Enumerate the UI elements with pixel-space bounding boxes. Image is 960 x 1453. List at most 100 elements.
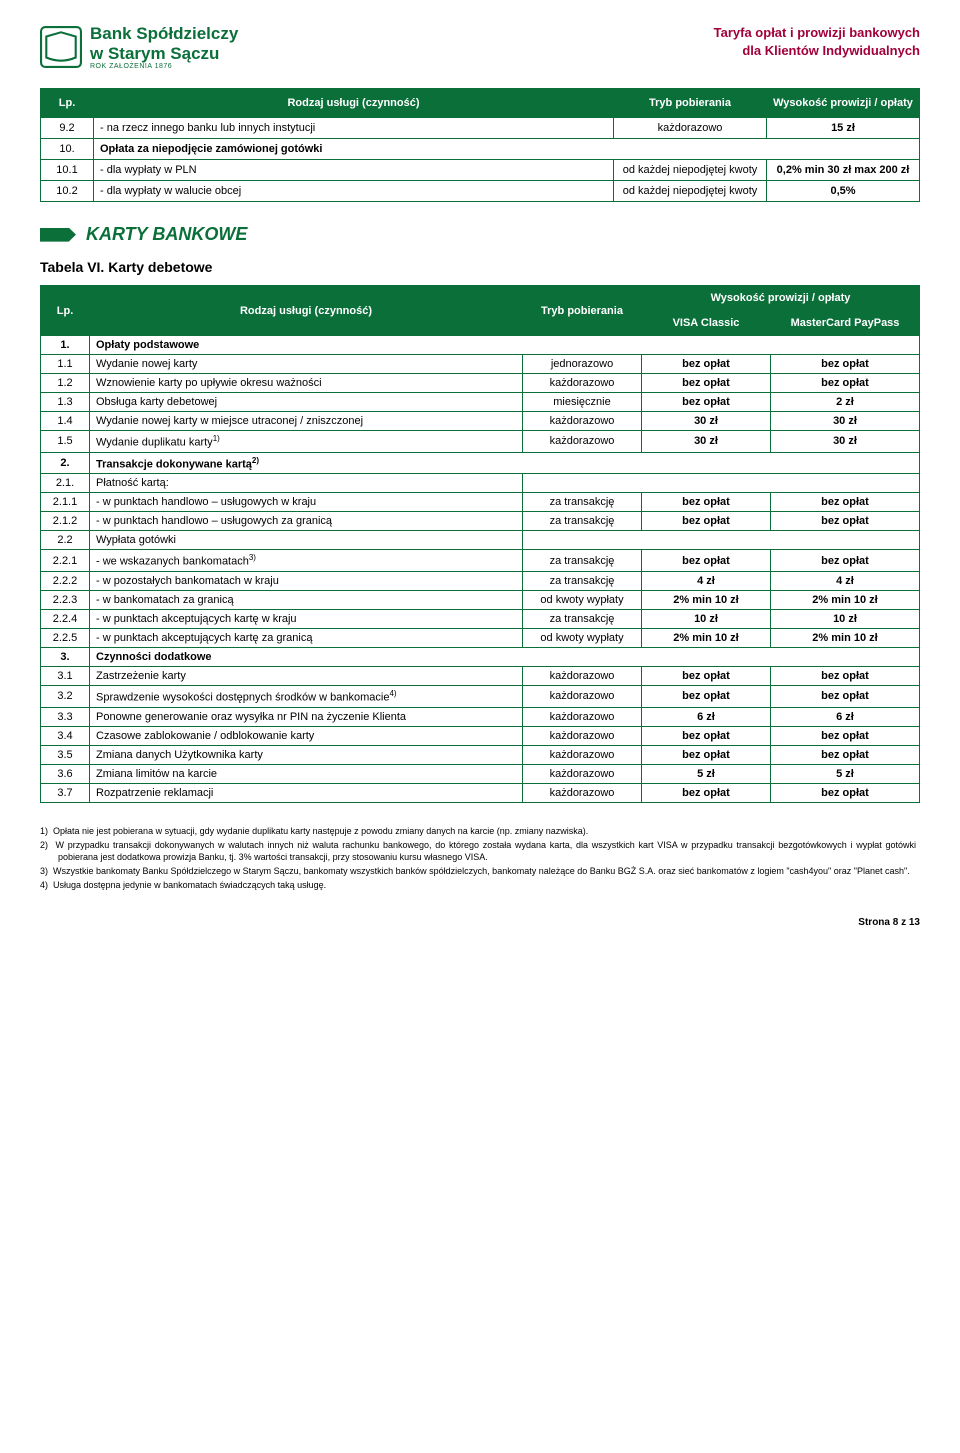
table-row: 1.2Wznowienie karty po upływie okresu wa… <box>41 374 920 393</box>
cell-tryb: każdorazowo <box>523 726 642 745</box>
cell-visa: 30 zł <box>642 412 771 431</box>
cell-name: - w bankomatach za granicą <box>90 591 523 610</box>
cell-name: - we wskazanych bankomatach3) <box>90 550 523 572</box>
cell-name: Ponowne generowanie oraz wysyłka nr PIN … <box>90 707 523 726</box>
cell-mastercard: bez opłat <box>771 374 920 393</box>
table-row: 2.2Wypłata gotówki <box>41 531 920 550</box>
cell-name: Wydanie duplikatu karty1) <box>90 431 523 453</box>
th-tryb: Tryb pobierania <box>523 286 642 336</box>
th-visa: VISA Classic <box>642 311 771 336</box>
footnotes-list: 1) Opłata nie jest pobierana w sytuacji,… <box>40 825 920 892</box>
cell-lp: 1.4 <box>41 412 90 431</box>
cell-mastercard: 2 zł <box>771 393 920 412</box>
cell-lp: 10.1 <box>41 160 94 181</box>
cell-name: - dla wypłaty w PLN <box>94 160 614 181</box>
cell-tryb: każdorazowo <box>523 412 642 431</box>
cell-mastercard: 6 zł <box>771 707 920 726</box>
cell-tryb: każdorazowo <box>523 745 642 764</box>
document-page: Bank Spółdzielczy w Starym Sączu ROK ZAŁ… <box>0 0 960 940</box>
cell-lp: 3. <box>41 648 90 667</box>
cell-tryb: każdorazowo <box>523 667 642 686</box>
cell-name: Transakcje dokonywane kartą2) <box>90 452 920 474</box>
table-row: 10.2- dla wypłaty w walucie obcejod każd… <box>41 181 920 202</box>
cell-lp: 2.2.3 <box>41 591 90 610</box>
cell-name: Opłata za niepodjęcie zamówionej gotówki <box>94 139 920 160</box>
cell-mastercard: 30 zł <box>771 431 920 453</box>
table-row: 1.3Obsługa karty debetowejmiesięczniebez… <box>41 393 920 412</box>
footnote-item: 3) Wszystkie bankomaty Banku Spółdzielcz… <box>58 865 916 877</box>
cell-tryb: od każdej niepodjętej kwoty <box>614 160 767 181</box>
cell-lp: 10.2 <box>41 181 94 202</box>
cell-tryb: za transakcję <box>523 572 642 591</box>
cell-tryb: każdorazowo <box>523 707 642 726</box>
cell-name: - w punktach akceptujących kartę za gran… <box>90 629 523 648</box>
cell-lp: 3.3 <box>41 707 90 726</box>
th-mastercard: MasterCard PayPass <box>771 311 920 336</box>
table-row: 1.5Wydanie duplikatu karty1)każdorazowo3… <box>41 431 920 453</box>
cell-tryb: od każdej niepodjętej kwoty <box>614 181 767 202</box>
table-row: 2.2.2- w pozostałych bankomatach w kraju… <box>41 572 920 591</box>
cell-lp: 2.1.1 <box>41 493 90 512</box>
cell-visa: bez opłat <box>642 667 771 686</box>
cell-tryb: każdorazowo <box>523 686 642 708</box>
cell-name: Rozpatrzenie reklamacji <box>90 783 523 802</box>
cell-tryb: miesięcznie <box>523 393 642 412</box>
cell-name: - w pozostałych bankomatach w kraju <box>90 572 523 591</box>
th-rodzaj: Rodzaj usługi (czynność) <box>90 286 523 336</box>
cell-visa: 4 zł <box>642 572 771 591</box>
cell-visa: 6 zł <box>642 707 771 726</box>
cell-lp: 3.7 <box>41 783 90 802</box>
table-row: 1.4Wydanie nowej karty w miejsce utracon… <box>41 412 920 431</box>
doc-title-line2: dla Klientów Indywidualnych <box>714 42 920 60</box>
cell-visa: bez opłat <box>642 493 771 512</box>
th-wysokosc-group: Wysokość prowizji / opłaty <box>642 286 920 311</box>
table-row: 2.2.3- w bankomatach za granicąod kwoty … <box>41 591 920 610</box>
doc-title-line1: Taryfa opłat i prowizji bankowych <box>714 24 920 42</box>
cell-lp: 2.1. <box>41 474 90 493</box>
cell-lp: 1.1 <box>41 355 90 374</box>
cell-name: Zastrzeżenie karty <box>90 667 523 686</box>
page-header: Bank Spółdzielczy w Starym Sączu ROK ZAŁ… <box>40 24 920 70</box>
cell-tryb: każdorazowo <box>523 431 642 453</box>
cell-name: Opłaty podstawowe <box>90 336 920 355</box>
cell-lp: 2.2.5 <box>41 629 90 648</box>
cell-tryb: od kwoty wypłaty <box>523 629 642 648</box>
page-number: Strona 8 z 13 <box>858 917 920 928</box>
cell-name: Płatność kartą: <box>90 474 523 493</box>
cell-tryb: każdorazowo <box>523 764 642 783</box>
cell-mastercard: bez opłat <box>771 355 920 374</box>
cell-tryb: każdorazowo <box>523 783 642 802</box>
table-row: 9.2- na rzecz innego banku lub innych in… <box>41 118 920 139</box>
document-title-block: Taryfa opłat i prowizji bankowych dla Kl… <box>714 24 920 59</box>
bank-name-line1: Bank Spółdzielczy <box>90 24 238 44</box>
cell-mastercard: bez opłat <box>771 726 920 745</box>
table-row: 3.3Ponowne generowanie oraz wysyłka nr P… <box>41 707 920 726</box>
cell-lp: 2. <box>41 452 90 474</box>
table-row: 2.1.Płatność kartą: <box>41 474 920 493</box>
cell-lp: 3.1 <box>41 667 90 686</box>
cell-tryb: jednorazowo <box>523 355 642 374</box>
cell-wysokosc: 15 zł <box>767 118 920 139</box>
bank-logo-block: Bank Spółdzielczy w Starym Sączu ROK ZAŁ… <box>40 24 238 70</box>
cell-name: Zmiana limitów na karcie <box>90 764 523 783</box>
cell-name: Zmiana danych Użytkownika karty <box>90 745 523 764</box>
cell-visa: bez opłat <box>642 512 771 531</box>
cell-name: Sprawdzenie wysokości dostępnych środków… <box>90 686 523 708</box>
cell-lp: 3.4 <box>41 726 90 745</box>
cell-mastercard: bez opłat <box>771 493 920 512</box>
th-lp: Lp. <box>41 89 94 118</box>
section-header: KARTY BANKOWE <box>40 224 920 245</box>
cell-name: Czynności dodatkowe <box>90 648 920 667</box>
cell-empty <box>523 531 920 550</box>
cell-visa: bez opłat <box>642 550 771 572</box>
cell-mastercard: bez opłat <box>771 783 920 802</box>
cell-visa: bez opłat <box>642 355 771 374</box>
cell-wysokosc: 0,2% min 30 zł max 200 zł <box>767 160 920 181</box>
cell-name: - w punktach handlowo – usługowych za gr… <box>90 512 523 531</box>
bank-logo-icon <box>40 26 82 68</box>
cell-lp: 2.2.1 <box>41 550 90 572</box>
cell-visa: bez opłat <box>642 726 771 745</box>
table-row: 1.1Wydanie nowej kartyjednorazowobez opł… <box>41 355 920 374</box>
cell-visa: 2% min 10 zł <box>642 591 771 610</box>
cell-mastercard: bez opłat <box>771 512 920 531</box>
